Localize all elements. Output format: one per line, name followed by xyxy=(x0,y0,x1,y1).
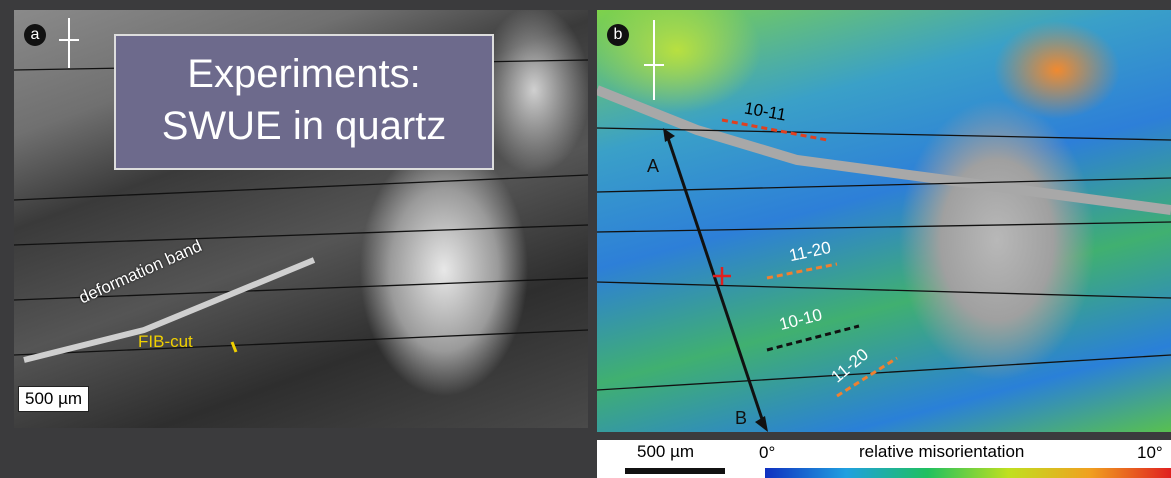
title-box: Experiments: SWUE in quartz xyxy=(114,34,494,170)
point-label: B xyxy=(735,408,747,429)
annotation: FIB-cut xyxy=(138,332,193,352)
panel-label: a xyxy=(24,24,46,46)
scale-bar: 500 µm xyxy=(637,442,694,462)
point-label: A xyxy=(647,156,659,177)
colorbar-min: 0° xyxy=(759,443,775,463)
colorbar: 500 µm 0° relative misorientation 10° xyxy=(597,440,1171,478)
micrograph-a: a Experiments: SWUE in quartz deformatio… xyxy=(14,10,588,428)
panel-label: b xyxy=(607,24,629,46)
scale-bar: 500 µm xyxy=(18,386,89,412)
box-subtitle: SWUE in quartz xyxy=(116,100,492,152)
colorbar-gradient xyxy=(765,468,1171,478)
micrograph-b: b 10-11 11-20 10-10 11-20 A B xyxy=(597,10,1171,432)
colorbar-title: relative misorientation xyxy=(859,442,1024,462)
scale-bar-line xyxy=(625,468,725,474)
box-title: Experiments: xyxy=(116,48,492,100)
overlay-b xyxy=(597,10,1171,432)
colorbar-max: 10° xyxy=(1137,443,1163,463)
